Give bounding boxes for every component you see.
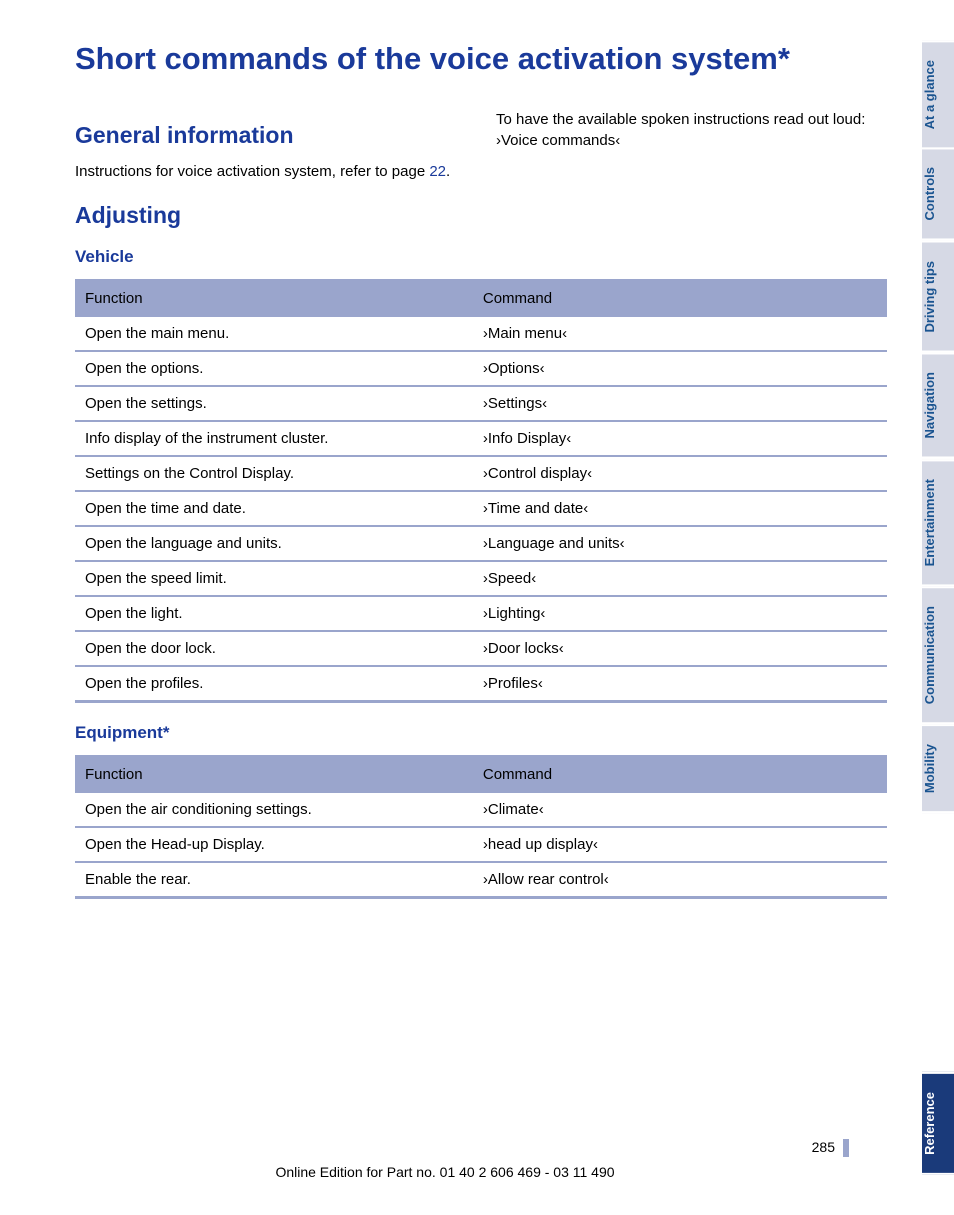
table-header-command: Command [473,756,887,792]
function-cell: Open the air conditioning settings. [75,792,473,827]
function-cell: Open the time and date. [75,491,473,526]
subsection-heading-vehicle: Vehicle [75,247,887,267]
table-row: Open the light.›Lighting‹ [75,596,887,631]
table-header-function: Function [75,280,473,316]
function-cell: Open the main menu. [75,316,473,351]
command-cell: ›Speed‹ [473,561,887,596]
tab-reference[interactable]: Reference [922,1072,954,1175]
command-cell: ›Control display‹ [473,456,887,491]
table-row: Open the language and units.›Language an… [75,526,887,561]
table-row: Open the speed limit.›Speed‹ [75,561,887,596]
command-cell: ›Settings‹ [473,386,887,421]
section-tabs-sidebar: At a glanceControlsDriving tipsNavigatio… [922,0,954,1215]
table-row: Info display of the instrument cluster.›… [75,421,887,456]
table-row: Open the options.›Options‹ [75,351,887,386]
table-row: Open the profiles.›Profiles‹ [75,666,887,702]
tab-navigation[interactable]: Navigation [922,352,954,458]
general-text-part1: Instructions for voice activation system… [75,163,429,180]
table-row: Open the Head-up Display.›head up displa… [75,827,887,862]
section-heading-general: General information [75,119,466,151]
function-cell: Info display of the instrument cluster. [75,421,473,456]
command-cell: ›Lighting‹ [473,596,887,631]
page-title: Short commands of the voice activation s… [75,40,887,79]
section-heading-adjusting: Adjusting [75,202,887,229]
function-cell: Settings on the Control Display. [75,456,473,491]
command-cell: ›Door locks‹ [473,631,887,666]
subsection-heading-equipment: Equipment* [75,723,887,743]
page-number: 285 [812,1139,849,1157]
page-reference-link[interactable]: 22 [429,163,446,180]
tab-mobility[interactable]: Mobility [922,724,954,813]
function-cell: Open the language and units. [75,526,473,561]
function-cell: Open the profiles. [75,666,473,702]
command-cell: ›Climate‹ [473,792,887,827]
table-row: Open the main menu.›Main menu‹ [75,316,887,351]
command-cell: ›Allow rear control‹ [473,862,887,898]
command-cell: ›Profiles‹ [473,666,887,702]
function-cell: Open the speed limit. [75,561,473,596]
tab-entertainment[interactable]: Entertainment [922,459,954,586]
command-cell: ›Language and units‹ [473,526,887,561]
table-row: Open the door lock.›Door locks‹ [75,631,887,666]
equipment-commands-table: Function Command Open the air conditioni… [75,755,887,899]
function-cell: Open the door lock. [75,631,473,666]
function-cell: Enable the rear. [75,862,473,898]
vehicle-commands-table: Function Command Open the main menu.›Mai… [75,279,887,703]
table-row: Enable the rear.›Allow rear control‹ [75,862,887,898]
tab-communication[interactable]: Communication [922,586,954,724]
tab-driving-tips[interactable]: Driving tips [922,241,954,353]
command-cell: ›Options‹ [473,351,887,386]
function-cell: Open the light. [75,596,473,631]
table-row: Open the settings.›Settings‹ [75,386,887,421]
function-cell: Open the settings. [75,386,473,421]
table-row: Settings on the Control Display.›Control… [75,456,887,491]
voice-commands-note: To have the available spoken instruction… [496,109,887,151]
tab-controls[interactable]: Controls [922,147,954,240]
function-cell: Open the options. [75,351,473,386]
command-cell: ›Time and date‹ [473,491,887,526]
table-header-function: Function [75,756,473,792]
general-info-text: Instructions for voice activation system… [75,161,466,182]
footer-text: Online Edition for Part no. 01 40 2 606 … [0,1164,890,1180]
general-text-part2: . [446,163,450,180]
table-header-command: Command [473,280,887,316]
function-cell: Open the Head-up Display. [75,827,473,862]
command-cell: ›head up display‹ [473,827,887,862]
command-cell: ›Main menu‹ [473,316,887,351]
tab-at-a-glance[interactable]: At a glance [922,40,954,147]
table-row: Open the time and date.›Time and date‹ [75,491,887,526]
command-cell: ›Info Display‹ [473,421,887,456]
table-row: Open the air conditioning settings.›Clim… [75,792,887,827]
